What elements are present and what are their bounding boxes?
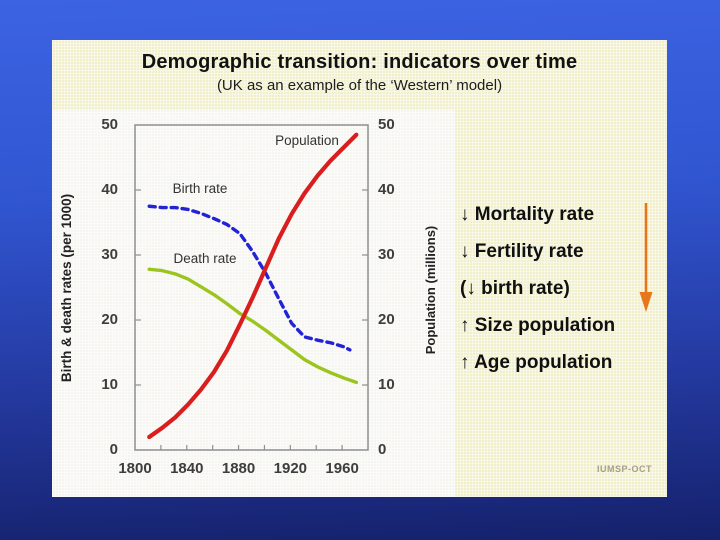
x-tick-label-1880: 1880 — [221, 460, 256, 477]
y-left-tick-label-50: 50 — [101, 116, 118, 133]
x-tick-label-1920: 1920 — [273, 460, 308, 477]
x-tick-label-1800: 1800 — [118, 460, 152, 477]
series-line-death-rate — [147, 267, 359, 385]
y-left-tick-label-20: 20 — [101, 311, 118, 328]
series-line-population — [147, 132, 359, 440]
slide-title: Demographic transition: indicators over … — [141, 51, 578, 73]
series-label-death-rate: Death rate — [173, 251, 237, 266]
y-right-tick-label-30: 30 — [378, 246, 395, 263]
bullet-fertility-rate: ↓ Fertility rate — [460, 241, 584, 262]
y-right-tick-label-20: 20 — [378, 311, 395, 328]
slide-subtitle: (UK as an example of the ‘Western’ model… — [216, 77, 503, 94]
y-left-tick-label-0: 0 — [109, 441, 118, 458]
bullet-mortality-rate: ↓ Mortality rate — [460, 204, 595, 225]
bullet-age-population: ↑ Age population — [460, 352, 613, 373]
plot-frame — [134, 124, 369, 451]
key-points-panel: ↓ Mortality rate ↓ Fertility rate (↓ bir… — [460, 196, 670, 381]
series-label-population: Population — [275, 133, 339, 148]
y-right-tick-label-0: 0 — [378, 441, 387, 458]
y-left-tick-label-40: 40 — [101, 181, 118, 198]
bullet-birth-rate: (↓ birth rate) — [460, 278, 570, 299]
y-left-tick-label-10: 10 — [101, 376, 118, 393]
y-right-tick-label-40: 40 — [378, 181, 395, 198]
credit-text: IUMSP-OCT — [597, 464, 652, 474]
y-right-tick-label-50: 50 — [378, 116, 395, 133]
x-tick-label-1960: 1960 — [325, 460, 359, 477]
chart-panel: Birth & death rates (per 1000) Populatio… — [52, 110, 455, 497]
y-axis-left-title: Birth & death rates (per 1000) — [59, 193, 74, 383]
downward-trend-arrow-icon — [639, 203, 653, 312]
bullet-size-population: ↑ Size population — [460, 315, 616, 336]
demographic-transition-chart — [134, 124, 369, 451]
x-tick-label-1840: 1840 — [170, 460, 204, 477]
y-left-tick-label-30: 30 — [101, 246, 118, 263]
series-label-birth-rate: Birth rate — [172, 181, 228, 196]
y-right-tick-label-10: 10 — [378, 376, 395, 393]
series-line-birth-rate — [147, 204, 352, 352]
y-axis-right-title: Population (millions) — [423, 225, 438, 355]
slide: Demographic transition: indicators over … — [52, 40, 667, 497]
